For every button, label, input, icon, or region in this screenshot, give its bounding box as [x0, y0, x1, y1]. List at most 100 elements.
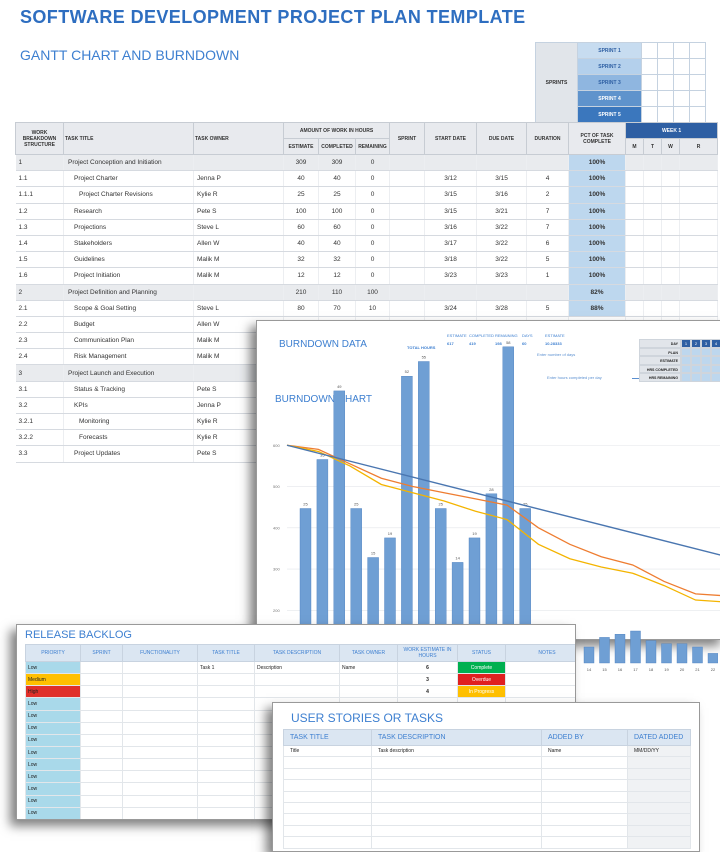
sprint-grid-cell [673, 90, 690, 107]
backlog-cell-priority: Low [25, 806, 81, 819]
hint-days: Enter number of days [537, 352, 576, 357]
small-x-label: 15 [602, 667, 607, 672]
summary-head: DAYS [522, 333, 533, 338]
burndown-bar [401, 376, 413, 632]
table-row[interactable]: 2 Project Definition and Planning 210 110 10… [15, 284, 719, 301]
burndown-data-title: BURNDOWN DATA [279, 339, 367, 350]
gantt-cell [679, 251, 719, 269]
backlog-cell-func [122, 782, 198, 796]
cell-sprint [389, 284, 426, 301]
day-table-row: ESTIMATE [639, 356, 720, 365]
stories-cell [371, 824, 542, 838]
summary-head: REMAINING [495, 333, 518, 338]
table-row[interactable]: 1.6 Project Initiation Malik M 12 12 0 3/23 3/2… [15, 267, 719, 285]
backlog-row[interactable]: Low Task 1 Description Name 6 Complete [25, 660, 575, 675]
sprint-grid-cell [689, 42, 706, 59]
cell-start: 3/15 [424, 186, 478, 204]
cell-wbs: 3.2 [15, 397, 64, 415]
stories-row[interactable] [283, 824, 691, 838]
sprint-grid-cell [641, 58, 658, 75]
stories-row[interactable] [283, 756, 691, 769]
day-cell [681, 373, 691, 382]
day-cell [711, 373, 720, 382]
col-remaining: REMAINING [354, 138, 391, 155]
burndown-line-0 [286, 444, 720, 597]
stories-cell: Title [283, 744, 372, 758]
stories-cell [541, 756, 628, 769]
small-bar [676, 643, 688, 664]
stories-row[interactable] [283, 779, 691, 792]
backlog-cell-title [197, 794, 255, 808]
day-cell [691, 364, 701, 373]
gantt-cell [661, 235, 681, 253]
cell-wbs: 3.3 [15, 445, 64, 463]
cell-dur: 7 [526, 219, 570, 236]
gantt-cell [679, 203, 719, 220]
cell-task: Project Updates [63, 445, 194, 463]
backlog-col-header: NOTES [505, 644, 575, 662]
stories-row[interactable] [283, 801, 691, 815]
release-backlog-title: RELEASE BACKLOG [25, 629, 132, 641]
y-tick-label: 600 [273, 443, 280, 448]
table-row[interactable]: 1 Project Conception and Initiation 309 309… [15, 154, 719, 172]
cell-pct: 100% [568, 251, 627, 269]
cell-owner: Steve L [193, 300, 284, 317]
sprint-grid-cell [673, 58, 690, 75]
col-start-date: START DATE [424, 122, 478, 155]
backlog-cell-desc [254, 685, 340, 699]
cell-wbs: 1.5 [15, 251, 64, 269]
cell-sprint [389, 154, 426, 172]
cell-task: Forecasts [63, 429, 194, 447]
y-tick-label: 300 [273, 567, 280, 572]
cell-task: Project Charter [63, 170, 194, 188]
cell-est: 80 [283, 300, 319, 317]
cell-dur: 1 [526, 267, 570, 285]
gantt-cell [625, 203, 645, 220]
stories-row[interactable] [283, 836, 691, 849]
stories-row[interactable] [283, 790, 691, 803]
cell-wbs: 2.2 [15, 316, 64, 334]
stories-cell: Task description [371, 744, 542, 758]
table-row[interactable]: 1.3 Projections Steve L 60 60 0 3/16 3/22 7 100% [15, 219, 719, 236]
table-row[interactable]: 1.5 Guidelines Malik M 32 32 0 3/18 3/22 5 100% [15, 251, 719, 269]
cell-pct: 100% [568, 170, 627, 188]
table-row[interactable]: 1.2 Research Pete S 100 100 0 3/15 3/21 7 100% [15, 203, 719, 220]
day-row-label: HRS REMAINING [639, 373, 681, 382]
gantt-cell [643, 267, 663, 285]
table-row[interactable]: 2.1 Scope & Goal Setting Steve L 80 70 10 3/24… [15, 300, 719, 317]
backlog-cell-func [122, 733, 198, 747]
stories-cell [627, 756, 691, 769]
backlog-cell-func [122, 794, 198, 808]
cell-task: Stakeholders [63, 235, 194, 253]
small-bar [692, 646, 703, 664]
stories-cell [283, 756, 372, 769]
col-work-hours: AMOUNT OF WORK IN HOURS [282, 122, 391, 139]
backlog-cell-sprint [80, 806, 123, 819]
stories-row[interactable]: Title Task description Name MM/DD/YY [283, 744, 691, 758]
cell-task: Monitoring [63, 413, 194, 431]
gantt-cell [661, 170, 681, 188]
burndown-bar [468, 537, 481, 632]
cell-pct: 100% [568, 154, 627, 172]
backlog-row[interactable]: Medium 3 Overdue [25, 673, 575, 687]
col-day-m: M [625, 138, 645, 155]
cell-comp: 32 [318, 251, 356, 269]
cell-task: Project Conception and Initiation [63, 154, 194, 172]
day-cell [681, 364, 691, 373]
table-row[interactable]: 1.1 Project Charter Jenna P 40 40 0 3/12 3/15 4 1… [15, 170, 719, 188]
backlog-row[interactable]: High 4 In Progress [25, 685, 575, 699]
cell-due: 3/22 [476, 235, 528, 253]
cell-start: 3/18 [424, 251, 478, 269]
gantt-cell [643, 300, 663, 317]
gantt-cell [661, 186, 681, 204]
table-row[interactable]: 1.4 Stakeholders Allen W 40 40 0 3/17 3/22 6 100% [15, 235, 719, 253]
ideal-burndown-line [286, 444, 720, 556]
backlog-cell-sprint [80, 673, 123, 687]
col-task-title: TASK TITLE [63, 122, 194, 155]
stories-row[interactable] [283, 767, 691, 781]
backlog-cell-title [197, 770, 255, 784]
stories-row[interactable] [283, 813, 691, 826]
gantt-cell [625, 186, 645, 204]
table-row[interactable]: 1.1.1 Project Charter Revisions Kylie R 25 2… [15, 186, 719, 204]
hint-hours: Enter hours completed per day [547, 375, 602, 380]
